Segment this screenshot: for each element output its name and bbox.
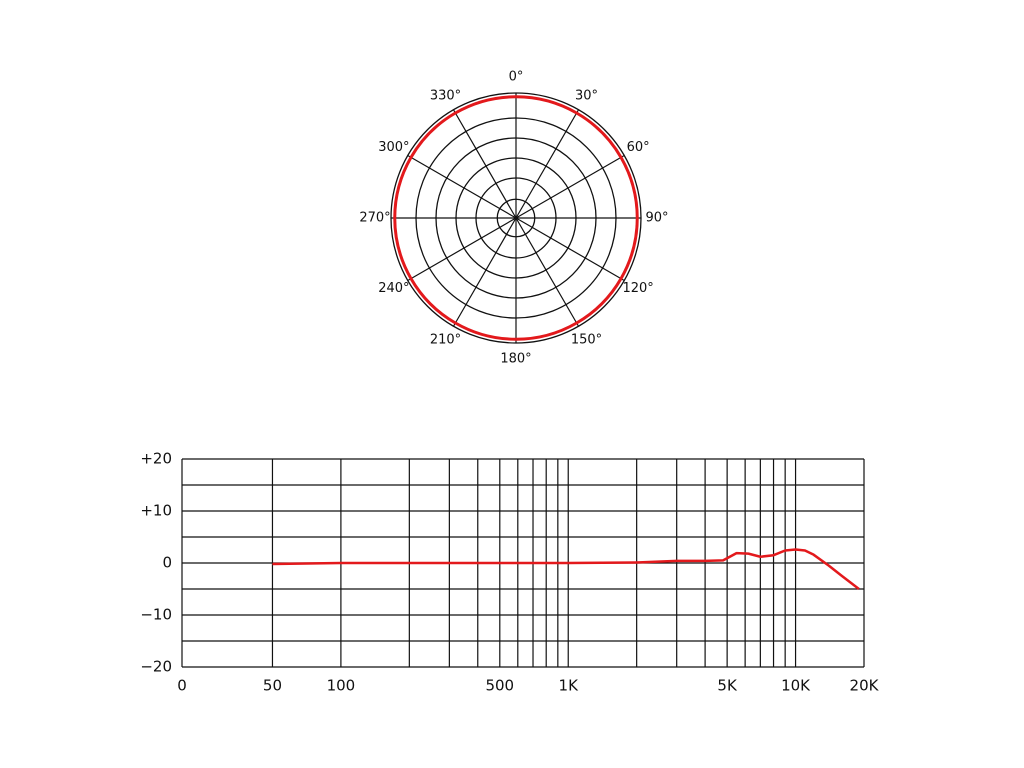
y-tick-label: +20 (140, 450, 172, 468)
response-line (272, 548, 860, 590)
spoke (452, 217, 517, 327)
x-tick-label: 50 (263, 677, 282, 695)
angle-label: 240° (378, 281, 409, 296)
angle-label: 150° (571, 333, 602, 348)
x-tick-label: 100 (327, 677, 356, 695)
angle-label: 210° (430, 333, 461, 348)
spoke (407, 154, 517, 219)
x-tick-label: 10K (781, 677, 811, 695)
angle-label: 0° (509, 70, 524, 85)
angle-label: 180° (500, 352, 531, 367)
y-tick-label: 0 (162, 554, 172, 572)
angle-label: 30° (575, 88, 598, 103)
spoke (515, 154, 625, 219)
x-tick-label: 0 (177, 677, 187, 695)
x-tick-label: 500 (485, 677, 514, 695)
x-tick-label: 5K (717, 677, 738, 695)
x-tick-label: 1K (559, 677, 580, 695)
y-tick-label: −10 (140, 606, 172, 624)
spoke (452, 109, 517, 219)
angle-label: 270° (359, 211, 390, 226)
polar-line (393, 95, 639, 341)
y-tick-label: −20 (140, 658, 172, 676)
angle-label: 330° (430, 88, 461, 103)
y-tick-label: +10 (140, 502, 172, 520)
spoke (515, 109, 580, 219)
spoke (515, 217, 580, 327)
spoke (407, 217, 517, 282)
angle-label: 300° (378, 140, 409, 155)
angle-label: 120° (622, 281, 653, 296)
angle-label: 60° (627, 140, 650, 155)
angle-label: 90° (645, 211, 668, 226)
x-tick-label: 20K (850, 677, 880, 695)
spoke (515, 217, 625, 282)
